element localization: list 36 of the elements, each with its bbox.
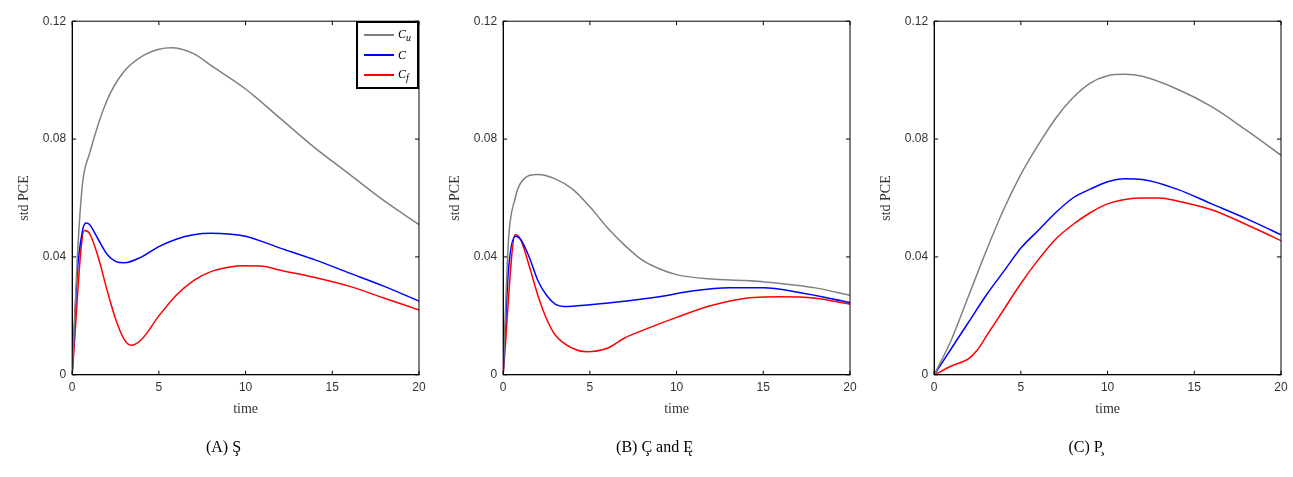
text: (B) Ç and Ę	[615, 438, 694, 456]
x-tick-label: 15	[325, 380, 340, 395]
x-tick-label: 5	[1017, 380, 1025, 395]
x-tick-label: 10	[1100, 380, 1115, 395]
y-tick-label: 0	[490, 367, 498, 382]
y-tick-label: 0.04	[904, 249, 929, 264]
x-tick-label: 5	[586, 380, 594, 395]
y-tick-label: 0.12	[473, 13, 498, 28]
y-tick-label: 0.04	[42, 249, 67, 264]
text: (A) Ş	[204, 438, 243, 456]
x-tick-label: 15	[1187, 380, 1202, 395]
legend-label: C$_{u}$	[397, 26, 411, 44]
y-tick-label: 0.12	[42, 13, 67, 28]
y-tick-label: 0.08	[42, 131, 67, 146]
x-axis-title: time	[1095, 401, 1121, 417]
legend-label: C	[397, 47, 406, 63]
y-axis-title: std PCE	[878, 175, 894, 221]
x-axis-title: time	[664, 401, 690, 417]
x-tick-label: 20	[843, 380, 857, 395]
x-tick-label: 10	[238, 380, 253, 395]
y-tick-label: 0.04	[473, 249, 498, 264]
y-tick-label: 0.08	[904, 131, 929, 146]
y-tick-label: 0	[59, 367, 67, 382]
x-tick-label: 10	[669, 380, 684, 395]
x-axis-title: time	[233, 401, 259, 417]
y-axis-title: std PCE	[16, 175, 32, 221]
x-tick-label: 5	[155, 380, 163, 395]
y-tick-label: 0.12	[904, 13, 929, 28]
x-tick-label: 15	[756, 380, 771, 395]
text: (C) P̧	[1067, 438, 1105, 456]
x-tick-label: 20	[1274, 380, 1288, 395]
y-tick-label: 0	[921, 367, 929, 382]
legend-label: C$_{f}$	[397, 66, 409, 84]
x-tick-label: 20	[412, 380, 426, 395]
y-axis-title: std PCE	[447, 175, 463, 221]
y-tick-label: 0.08	[473, 131, 498, 146]
